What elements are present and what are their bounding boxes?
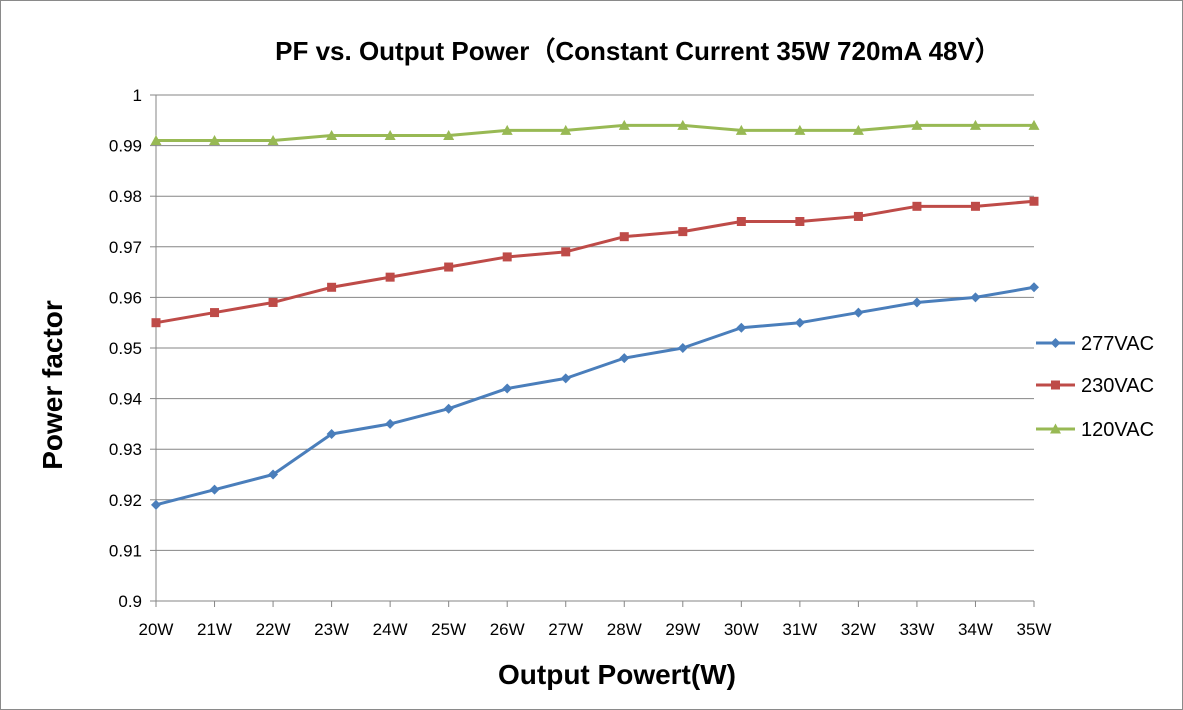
x-tick-label: 27W <box>548 620 583 639</box>
x-tick-label: 23W <box>314 620 349 639</box>
x-tick-label: 34W <box>958 620 993 639</box>
data-point <box>677 119 689 130</box>
data-point <box>267 135 279 146</box>
data-point <box>210 308 220 318</box>
x-axis-ticks: 20W 21W 22W 23W 24W 25W 26W 27W 28W 29W 30W 31W 32W 3… <box>139 601 1052 639</box>
x-tick-label: 31W <box>782 620 817 639</box>
data-point <box>502 383 513 394</box>
y-tick-label: 0.93 <box>109 440 142 459</box>
y-axis-ticks: 0.9 0.91 0.92 0.93 0.94 0.95 0.96 0.97 0.98 0.99 1 <box>109 86 156 611</box>
data-point <box>327 282 337 292</box>
data-point <box>618 119 630 130</box>
data-point <box>560 124 572 135</box>
data-point <box>619 353 630 364</box>
data-point <box>150 135 162 146</box>
data-point <box>151 318 161 328</box>
x-tick-label: 33W <box>899 620 934 639</box>
legend-marker <box>1050 423 1061 434</box>
y-tick-label: 0.95 <box>109 339 142 358</box>
data-point <box>1029 282 1039 293</box>
data-point <box>1029 196 1039 206</box>
x-tick-label: 35W <box>1017 620 1052 639</box>
data-point <box>852 124 864 135</box>
x-tick-label: 30W <box>724 620 759 639</box>
legend-marker <box>1051 380 1060 390</box>
data-point <box>385 272 395 282</box>
data-point <box>560 373 571 384</box>
y-tick-label: 0.91 <box>109 541 142 560</box>
data-point <box>502 252 512 262</box>
series-line <box>155 285 1035 507</box>
series-line <box>155 199 1035 325</box>
data-point <box>385 418 396 429</box>
series-277VAC <box>151 282 1039 510</box>
chart-title: PF vs. Output Power（Constant Current 35W… <box>275 36 1001 66</box>
data-point <box>795 217 805 226</box>
grid <box>156 94 1034 602</box>
data-point <box>678 227 688 237</box>
data-point <box>326 429 337 440</box>
data-point <box>912 201 922 211</box>
data-point <box>853 211 863 221</box>
data-point <box>443 403 454 414</box>
data-point <box>619 232 629 242</box>
x-tick-label: 24W <box>373 620 408 639</box>
data-point <box>970 201 980 211</box>
data-point <box>735 124 747 135</box>
y-tick-label: 0.98 <box>109 187 142 206</box>
series-group <box>150 119 1040 510</box>
data-point <box>911 119 923 130</box>
y-tick-label: 0.99 <box>109 137 142 156</box>
x-tick-label: 21W <box>197 620 232 639</box>
data-point <box>501 124 513 135</box>
x-axis-title: Output Powert(W) <box>498 659 736 690</box>
data-point <box>384 129 396 140</box>
data-point <box>969 119 981 130</box>
x-tick-label: 20W <box>139 620 174 639</box>
x-tick-label: 25W <box>431 620 466 639</box>
data-point <box>326 129 338 140</box>
x-tick-label: 26W <box>490 620 525 639</box>
data-point <box>911 297 922 308</box>
data-point <box>151 499 161 510</box>
data-point <box>268 469 279 480</box>
data-point <box>444 262 454 272</box>
y-axis-title: Power factor <box>37 300 68 470</box>
data-point <box>209 135 221 146</box>
data-point <box>677 343 688 353</box>
legend: 277VAC 230VAC 120VAC <box>1036 333 1154 441</box>
legend-label: 230VAC <box>1081 375 1154 397</box>
data-point <box>736 322 747 333</box>
data-point <box>443 129 455 140</box>
legend-label: 120VAC <box>1081 419 1154 441</box>
y-tick-label: 1 <box>133 86 142 105</box>
x-tick-label: 22W <box>256 620 291 639</box>
series-line <box>156 123 1034 143</box>
data-point <box>970 292 981 303</box>
data-point <box>268 297 278 307</box>
legend-marker <box>1050 338 1061 348</box>
x-tick-label: 32W <box>841 620 876 639</box>
data-point <box>794 317 805 328</box>
data-point <box>209 484 220 495</box>
data-point <box>736 217 746 226</box>
data-point <box>1028 119 1040 130</box>
y-tick-label: 0.96 <box>109 288 142 307</box>
y-tick-label: 0.94 <box>109 390 142 409</box>
legend-label: 277VAC <box>1081 333 1154 355</box>
y-tick-label: 0.92 <box>109 491 142 510</box>
y-tick-label: 0.9 <box>118 592 142 611</box>
series-120VAC <box>150 119 1040 146</box>
x-tick-label: 29W <box>665 620 700 639</box>
data-point <box>794 124 806 135</box>
series-230VAC <box>151 196 1039 328</box>
data-point <box>561 247 571 257</box>
y-tick-label: 0.97 <box>109 238 142 257</box>
x-tick-label: 28W <box>607 620 642 639</box>
data-point <box>853 307 864 318</box>
